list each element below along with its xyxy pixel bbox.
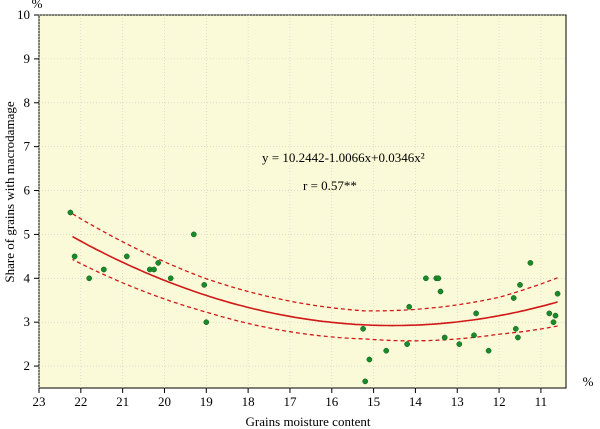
data-point [190, 231, 197, 238]
data-point [473, 310, 479, 317]
y-tick-label: 9 [24, 51, 31, 66]
y-tick-label: 6 [24, 183, 31, 198]
x-tick-label: 15 [367, 394, 380, 409]
data-point [155, 260, 162, 266]
x-tick-label: 19 [200, 394, 213, 409]
data-point [360, 325, 366, 332]
y-tick-label: 7 [24, 139, 31, 154]
data-point [512, 325, 519, 332]
y-tick-label: 8 [24, 95, 31, 110]
x-tick-label: 20 [158, 394, 171, 409]
x-tick-label: 16 [325, 394, 339, 409]
data-point [383, 347, 390, 354]
x-tick-label: 21 [116, 394, 129, 409]
upper-confidence-line [72, 213, 558, 312]
y-tick-label: 10 [17, 7, 30, 22]
data-point [67, 209, 74, 216]
x-tick-label: 13 [451, 394, 464, 409]
data-point [456, 341, 463, 347]
x-axis-title: Grains moisture content [246, 414, 371, 429]
x-tick-label: 17 [283, 394, 297, 409]
data-point [485, 347, 492, 354]
data-point [123, 253, 130, 260]
x-unit-label: % [583, 374, 594, 389]
data-point [471, 332, 477, 339]
x-tick-label: 23 [33, 394, 46, 409]
r-annotation: r = 0.57** [303, 178, 357, 193]
y-tick-label: 5 [24, 226, 31, 241]
confidence-band [72, 213, 558, 342]
data-points [67, 209, 561, 385]
x-tick-label: 11 [535, 394, 548, 409]
data-point [201, 282, 208, 288]
y-unit-label: % [32, 0, 43, 11]
data-point [527, 260, 534, 266]
data-point [552, 312, 559, 319]
x-tick-label: 18 [242, 394, 255, 409]
data-point [437, 288, 444, 295]
data-point [362, 378, 369, 385]
data-point [86, 275, 93, 282]
data-point [441, 334, 448, 341]
data-point [167, 275, 174, 282]
x-tick-label: 14 [409, 394, 423, 409]
data-point [435, 275, 442, 282]
data-point [546, 310, 553, 317]
y-tick-label: 4 [24, 270, 31, 285]
data-point [366, 356, 373, 363]
data-point [515, 334, 521, 341]
data-point [406, 303, 413, 310]
y-axis-title: Share of grains with macrodamage [2, 101, 17, 282]
grid [38, 14, 566, 388]
x-tick-label: 12 [493, 394, 506, 409]
plot-area [38, 14, 567, 389]
y-tick-label: 2 [24, 358, 31, 373]
data-point [71, 253, 78, 260]
equation-annotation: y = 10.2442-1.0066x+0.0346x² [262, 150, 425, 165]
data-point [423, 275, 429, 282]
data-point [404, 341, 410, 347]
data-point [517, 282, 523, 288]
data-point [151, 266, 157, 273]
data-point [554, 290, 561, 297]
data-point [100, 266, 107, 273]
y-tick-label: 3 [24, 314, 31, 329]
data-point [510, 295, 517, 301]
regression-line [72, 235, 558, 327]
x-tick-label: 22 [74, 394, 87, 409]
data-point [550, 319, 557, 326]
fit-line [72, 235, 558, 327]
data-point [203, 319, 210, 326]
